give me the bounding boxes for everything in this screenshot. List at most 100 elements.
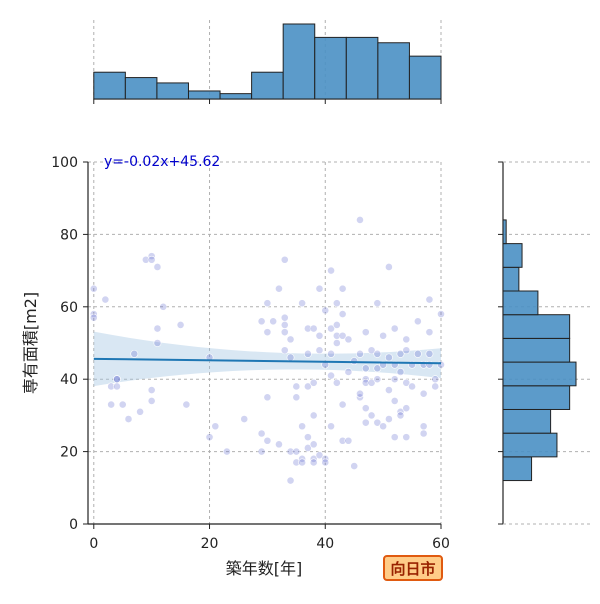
scatter-point [396,349,405,358]
scatter-point [361,378,370,387]
scatter-point [304,349,312,358]
scatter-point [153,324,162,333]
scatter-point [141,255,150,264]
regression-line-layer [93,357,442,365]
scatter-point [280,328,289,337]
scatter-point [419,389,428,398]
top-hist-bar [408,55,442,100]
scatter-point [315,451,324,460]
scatter-point [373,299,382,308]
y-tick-label: 80 [60,227,78,243]
scatter-point [280,346,289,355]
scatter-point [332,320,341,329]
scatter-point [315,346,324,355]
regression-line [93,357,442,365]
scatter-point [292,458,301,467]
right-hist-bar [502,456,533,482]
scatter-point [413,349,422,358]
right-hist-bar [502,432,558,458]
top-hist-bar [314,36,347,100]
scatter-point [315,284,324,293]
top-hist-bar [345,36,379,100]
scatter-point [159,302,168,311]
x-tick-label: 0 [89,536,98,552]
scatter-point [373,364,382,373]
scatter-point [332,378,341,387]
x-tick-label: 20 [201,536,219,552]
scatter-point [338,310,347,318]
scatter-point [309,411,318,420]
scatter-point [425,328,434,337]
scatter-point [396,411,405,420]
right-hist-bar [502,266,520,292]
scatter-point [379,331,388,340]
scatter-point [304,382,312,391]
scatter-point [101,295,110,304]
scatter-point [402,346,411,355]
scatter-point [275,284,283,293]
scatter-point [356,349,364,358]
scatter-point [390,375,399,384]
scatter-point [113,375,121,384]
scatter-point [390,324,399,333]
scatter-points-layer [89,216,445,485]
confidence-band [93,331,441,387]
scatter-point [419,429,428,438]
right-hist-bar [502,290,539,316]
scatter-point [379,422,388,431]
scatter-point [263,393,272,402]
scatter-point [361,328,370,337]
scatter-point [350,462,359,470]
scatter-point [222,447,231,456]
scatter-point [437,310,445,318]
scatter-point [309,324,318,333]
scatter-point [385,415,393,423]
scatter-point [327,324,335,333]
scatter-point [107,400,116,409]
scatter-point [153,263,162,271]
top-hist-bar [282,23,316,100]
scatter-point [344,436,353,445]
scatter-point [373,418,382,427]
scatter-point [402,433,411,442]
scatter-point [373,375,382,384]
scatter-point [356,216,364,224]
scatter-point [286,353,295,362]
scatter-point [130,349,139,358]
top-hist-bar [124,77,158,100]
y-tick-label: 0 [69,517,78,533]
scatter-point [321,458,330,467]
top-hist-bar [219,93,253,100]
scatter-point [292,393,301,402]
scatter-point [361,418,370,427]
scatter-point [344,335,353,344]
scatter-point [286,335,295,344]
right-hist-bar [502,361,577,387]
scatter-point [361,364,370,373]
scatter-point [118,400,127,409]
x-tick-label: 60 [432,536,450,552]
scatter-point [286,476,295,485]
scatter-point [396,368,405,376]
scatter-point [413,317,422,326]
scatter-point [367,378,376,387]
scatter-point [327,422,335,431]
scatter-point [292,447,301,456]
y-tick-label: 100 [51,155,78,171]
top-marginal-histogram [93,20,442,104]
axes-layer: 0 20 40 60 0 20 40 60 80 100 [51,155,450,552]
scatter-point [309,440,318,449]
scatter-point [124,415,133,423]
scatter-point [361,404,370,413]
city-badge: 向日市 [383,555,443,581]
scatter-point [257,429,266,438]
top-hist-bar [156,82,189,100]
top-hist-bar [93,71,126,100]
scatter-point [298,299,307,308]
scatter-point [286,447,295,456]
scatter-point [280,313,289,322]
scatter-point [280,320,289,329]
right-hist-bar [502,337,571,363]
scatter-point [332,299,341,308]
